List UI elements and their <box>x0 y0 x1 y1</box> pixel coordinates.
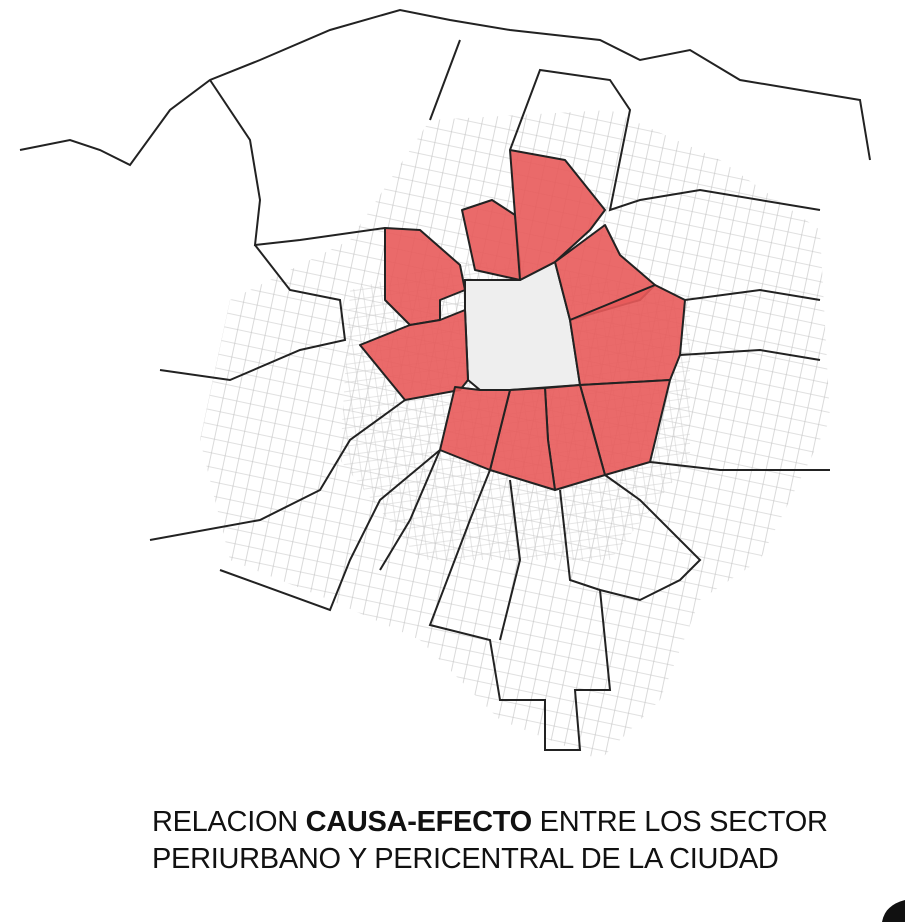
page: RELACION CAUSA-EFECTO ENTRE LOS SECTOR P… <box>0 0 905 922</box>
logo-fragment <box>882 900 905 922</box>
map <box>0 0 905 922</box>
caption-line-2: PERIURBANO Y PERICENTRAL DE LA CIUDAD <box>152 843 779 876</box>
caption-line-1: RELACION CAUSA-EFECTO ENTRE LOS SECTOR <box>152 806 828 839</box>
caption-bold: CAUSA-EFECTO <box>306 806 532 838</box>
caption-text: RELACION <box>152 806 306 838</box>
caption-text: ENTRE LOS SECTOR <box>532 806 828 838</box>
